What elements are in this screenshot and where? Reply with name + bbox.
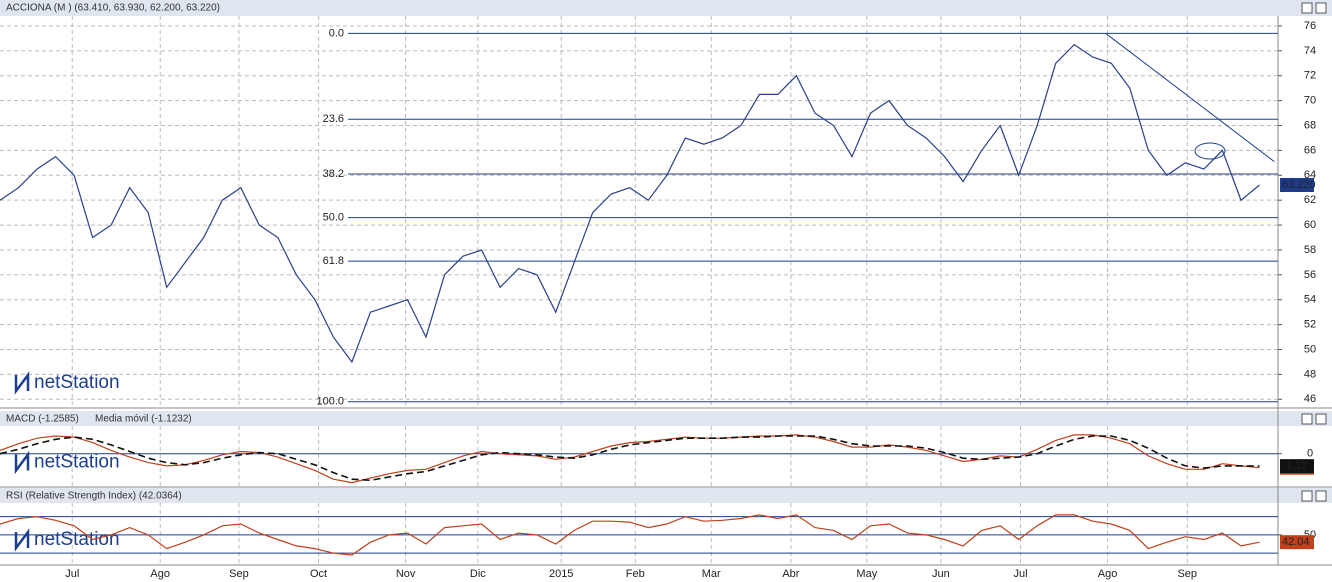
- x-tick-label: Nov: [396, 568, 416, 580]
- y-tick-label: 76: [1304, 20, 1316, 32]
- panel-header: [0, 488, 1332, 503]
- y-tick-label: 56: [1304, 269, 1316, 281]
- x-tick-label: Oct: [310, 568, 327, 580]
- fib-label: 0.0: [329, 27, 344, 39]
- y-tick-label: 50: [1304, 343, 1316, 355]
- x-tick-label: Jul: [65, 568, 79, 580]
- fib-label: 38.2: [323, 168, 344, 180]
- close-button[interactable]: [1315, 413, 1327, 425]
- y-tick-label: 62: [1304, 194, 1316, 206]
- x-tick-label: Jun: [932, 568, 950, 580]
- y-tick-label: 46: [1304, 393, 1316, 405]
- window-buttons: [1301, 2, 1327, 502]
- last-value-box: [1280, 177, 1314, 192]
- watermark: netStation: [34, 529, 120, 550]
- x-tick-label: Dic: [470, 568, 486, 580]
- legend-entry: MACD (-1.2585): [6, 414, 79, 425]
- close-button[interactable]: [1315, 490, 1327, 502]
- legend-entry: Media móvil (-1.1232): [95, 414, 192, 425]
- last-value-box: [1280, 459, 1314, 474]
- x-tick-label: Ago: [150, 568, 170, 580]
- fib-label: 23.6: [323, 113, 344, 125]
- restore-button[interactable]: [1301, 413, 1313, 425]
- x-tick-label: Sep: [229, 568, 249, 580]
- x-tick-label: Jul: [1014, 568, 1028, 580]
- annotation-ellipse: [1194, 142, 1226, 160]
- x-tick-label: Sep: [1177, 568, 1197, 580]
- x-tick-label: Ago: [1098, 568, 1118, 580]
- series-line: [0, 434, 1260, 484]
- last-value-label: 63.220: [1282, 179, 1316, 191]
- y-tick-label: 70: [1304, 95, 1316, 107]
- y-tick-label: 54: [1304, 294, 1316, 306]
- y-tick-label: 52: [1304, 319, 1316, 331]
- logo: [14, 450, 30, 475]
- trendline: [1105, 33, 1275, 162]
- y-tick-label: 66: [1304, 144, 1316, 156]
- x-tick-label: Abr: [782, 568, 799, 580]
- x-tick-label: May: [856, 568, 877, 580]
- y-tick-label: 58: [1304, 244, 1316, 256]
- logo: [14, 371, 30, 395]
- y-tick-label: 48: [1304, 368, 1316, 380]
- y-tick-label: 72: [1304, 70, 1316, 82]
- last-value-label: 42.04: [1282, 536, 1310, 548]
- restore-button[interactable]: [1301, 2, 1313, 14]
- y-tick-label: 74: [1304, 45, 1316, 57]
- restore-button[interactable]: [1301, 490, 1313, 502]
- last-value-box: [1280, 535, 1314, 550]
- series-line: [0, 514, 1260, 556]
- y-tick-label: 60: [1304, 219, 1316, 231]
- panel-title: ACCIONA (M ) (63.410, 63.930, 62.200, 63…: [6, 3, 220, 14]
- watermark: netStation: [34, 452, 120, 473]
- panel-header: [0, 0, 1332, 16]
- x-tick-label: 2015: [549, 568, 573, 580]
- watermark: netStation: [34, 372, 120, 393]
- x-tick-label: Mar: [702, 568, 721, 580]
- last-value-label: -1.12: [1282, 460, 1307, 472]
- panel-header: [0, 411, 1332, 426]
- fib-label: 50.0: [323, 212, 344, 224]
- y-tick-label: 0: [1307, 448, 1313, 460]
- series-line: [0, 435, 1260, 482]
- y-tick-label: 68: [1304, 119, 1316, 131]
- series-line: [0, 43, 1260, 364]
- fib-label: 61.8: [323, 255, 344, 267]
- close-button[interactable]: [1315, 2, 1327, 14]
- logo: [14, 528, 30, 552]
- x-tick-label: Feb: [626, 568, 645, 580]
- panel-title: RSI (Relative Strength Index) (42.0364): [6, 491, 182, 502]
- fib-label: 100.0: [316, 396, 344, 408]
